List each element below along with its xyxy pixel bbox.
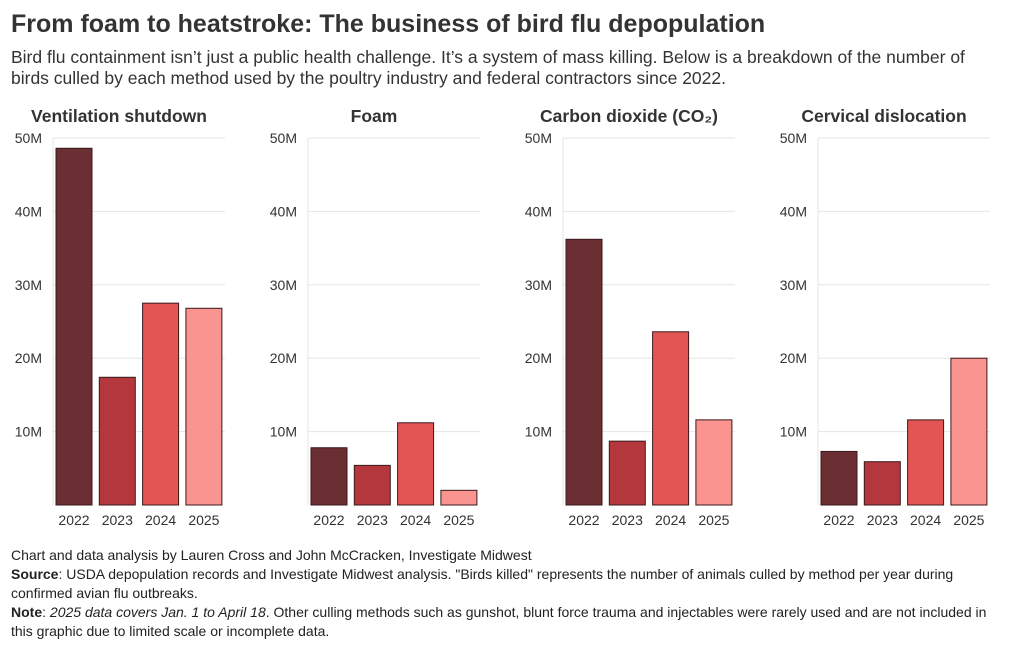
y-tick-label: 40M — [270, 203, 297, 219]
bar-2022 — [565, 238, 603, 506]
panel-title: Cervical dislocation — [801, 106, 966, 126]
y-tick-label: 50M — [15, 130, 42, 146]
y-tick-label: 40M — [15, 203, 42, 219]
note-text: . Other culling methods such as gunshot,… — [11, 604, 987, 639]
bar-2022 — [310, 447, 348, 506]
bar-2025 — [950, 357, 988, 506]
x-tick-label: 2024 — [910, 512, 941, 528]
bar-2024 — [142, 302, 180, 506]
x-tick-label: 2023 — [102, 512, 133, 528]
panel-title: Ventilation shutdown — [31, 106, 207, 126]
chart-title: From foam to heatstroke: The business of… — [11, 10, 766, 38]
y-tick-label: 30M — [780, 277, 807, 293]
bar-2024 — [652, 331, 690, 506]
x-tick-label: 2022 — [313, 512, 344, 528]
panel-title: Carbon dioxide (CO₂) — [540, 106, 718, 126]
x-tick-label: 2022 — [823, 512, 854, 528]
panel-2: Foam 10M 20M 30M 40M 50M 2022 2023 2024 2025 — [270, 106, 480, 528]
bar-2025 — [440, 489, 478, 506]
bar-2022 — [820, 450, 858, 506]
bar-2023 — [98, 376, 136, 506]
y-tick-label: 20M — [270, 350, 297, 366]
panel-3: Carbon dioxide (CO₂) 10M 20M 30M 40M 50M 2022 2… — [525, 106, 735, 528]
x-tick-label: 2025 — [443, 512, 474, 528]
x-tick-label: 2024 — [655, 512, 686, 528]
y-tick-label: 40M — [780, 203, 807, 219]
panel-1: Ventilation shutdown 10M 20M 30M 40M 50M 2022 2… — [15, 106, 225, 528]
x-tick-label: 2025 — [698, 512, 729, 528]
y-tick-label: 20M — [15, 350, 42, 366]
bar-2025 — [695, 419, 733, 506]
note-label: Note — [11, 604, 43, 620]
chart-subtitle: Bird flu containment isn’t just a public… — [11, 47, 965, 88]
y-tick-label: 10M — [270, 424, 297, 440]
y-tick-label: 20M — [780, 350, 807, 366]
bar-2024 — [397, 422, 435, 506]
x-tick-label: 2025 — [953, 512, 984, 528]
bar-2024 — [907, 419, 945, 506]
x-tick-label: 2025 — [188, 512, 219, 528]
bar-2023 — [863, 461, 901, 506]
y-tick-label: 10M — [525, 424, 552, 440]
bar-2025 — [185, 307, 223, 506]
note-separator: : — [42, 604, 50, 620]
x-tick-label: 2023 — [612, 512, 643, 528]
y-tick-label: 50M — [270, 130, 297, 146]
y-tick-label: 30M — [270, 277, 297, 293]
note-line: Note: 2025 data covers Jan. 1 to April 1… — [11, 603, 1006, 641]
x-tick-label: 2023 — [357, 512, 388, 528]
y-tick-label: 10M — [780, 424, 807, 440]
source-label: Source — [11, 566, 59, 582]
x-tick-label: 2022 — [568, 512, 599, 528]
x-tick-label: 2022 — [58, 512, 89, 528]
y-tick-label: 10M — [15, 424, 42, 440]
x-tick-label: 2023 — [867, 512, 898, 528]
credit-line: Chart and data analysis by Lauren Cross … — [11, 547, 532, 563]
note-italic: 2025 data covers Jan. 1 to April 18 — [49, 604, 266, 620]
y-tick-label: 40M — [525, 203, 552, 219]
y-tick-label: 20M — [525, 350, 552, 366]
y-tick-label: 50M — [525, 130, 552, 146]
y-tick-label: 30M — [525, 277, 552, 293]
source-line: Source: USDA depopulation records and In… — [11, 565, 1006, 603]
bar-2022 — [55, 147, 93, 506]
panel-4: Cervical dislocation 10M 20M 30M 40M 50M 2022 2… — [780, 106, 990, 528]
bar-2023 — [608, 440, 646, 506]
x-tick-label: 2024 — [145, 512, 176, 528]
small-multiples-chart: Ventilation shutdown 10M 20M 30M 40M 50M 2022 2… — [15, 106, 990, 528]
x-tick-label: 2024 — [400, 512, 431, 528]
bar-2023 — [353, 464, 391, 506]
panel-title: Foam — [351, 106, 398, 126]
y-tick-label: 50M — [780, 130, 807, 146]
chart-footer: Chart and data analysis by Lauren Cross … — [11, 546, 1006, 641]
source-text: : USDA depopulation records and Investig… — [11, 566, 954, 601]
y-tick-label: 30M — [15, 277, 42, 293]
